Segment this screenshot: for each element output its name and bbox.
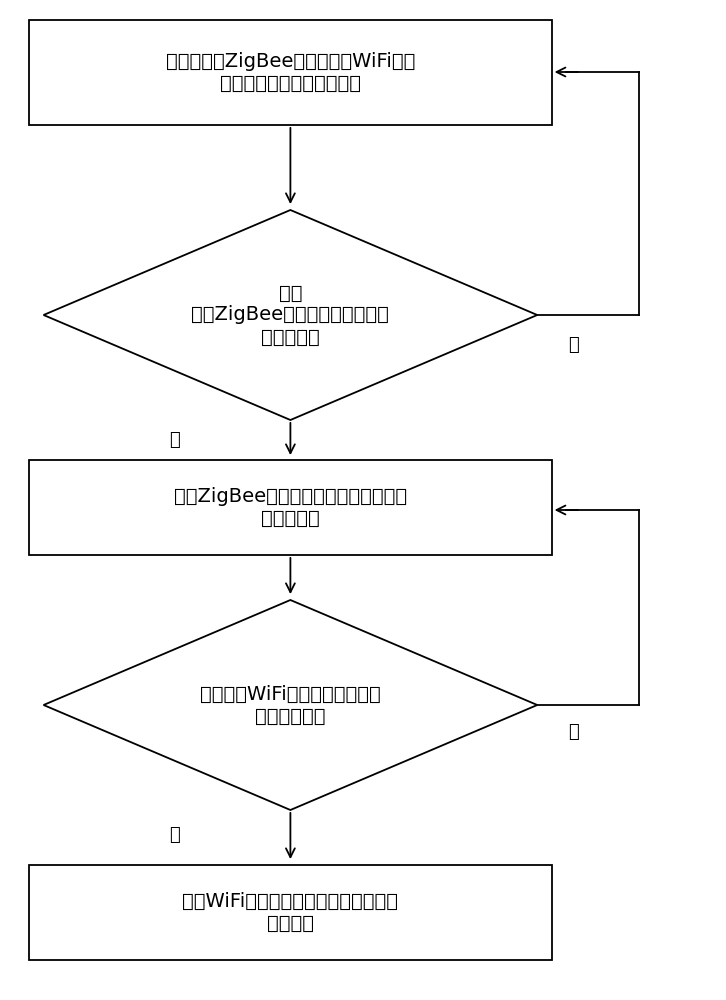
FancyBboxPatch shape [29, 865, 552, 960]
FancyBboxPatch shape [29, 20, 552, 125]
Text: 否: 否 [568, 723, 579, 741]
FancyBboxPatch shape [29, 460, 552, 555]
Text: 否: 否 [568, 336, 579, 354]
Text: 实时
判断ZigBee发射模块是否需要发
送数据信息: 实时 判断ZigBee发射模块是否需要发 送数据信息 [192, 284, 389, 347]
Text: 控制WiFi发射模块进行相应无线指令信
号的发送: 控制WiFi发射模块进行相应无线指令信 号的发送 [182, 892, 399, 933]
Text: 间隔地切换ZigBee接收模块、WiFi接收
模块接收外界无线数据信号: 间隔地切换ZigBee接收模块、WiFi接收 模块接收外界无线数据信号 [166, 52, 415, 93]
Text: 是: 是 [169, 431, 179, 449]
Text: 实时判断WiFi发射模块是否需要
发送数据信息: 实时判断WiFi发射模块是否需要 发送数据信息 [200, 684, 380, 726]
Text: 是: 是 [169, 826, 179, 844]
Polygon shape [44, 600, 537, 810]
Text: 控制ZigBee发射模块进行相应无线指令
信号的发送: 控制ZigBee发射模块进行相应无线指令 信号的发送 [174, 487, 407, 528]
Polygon shape [44, 210, 537, 420]
